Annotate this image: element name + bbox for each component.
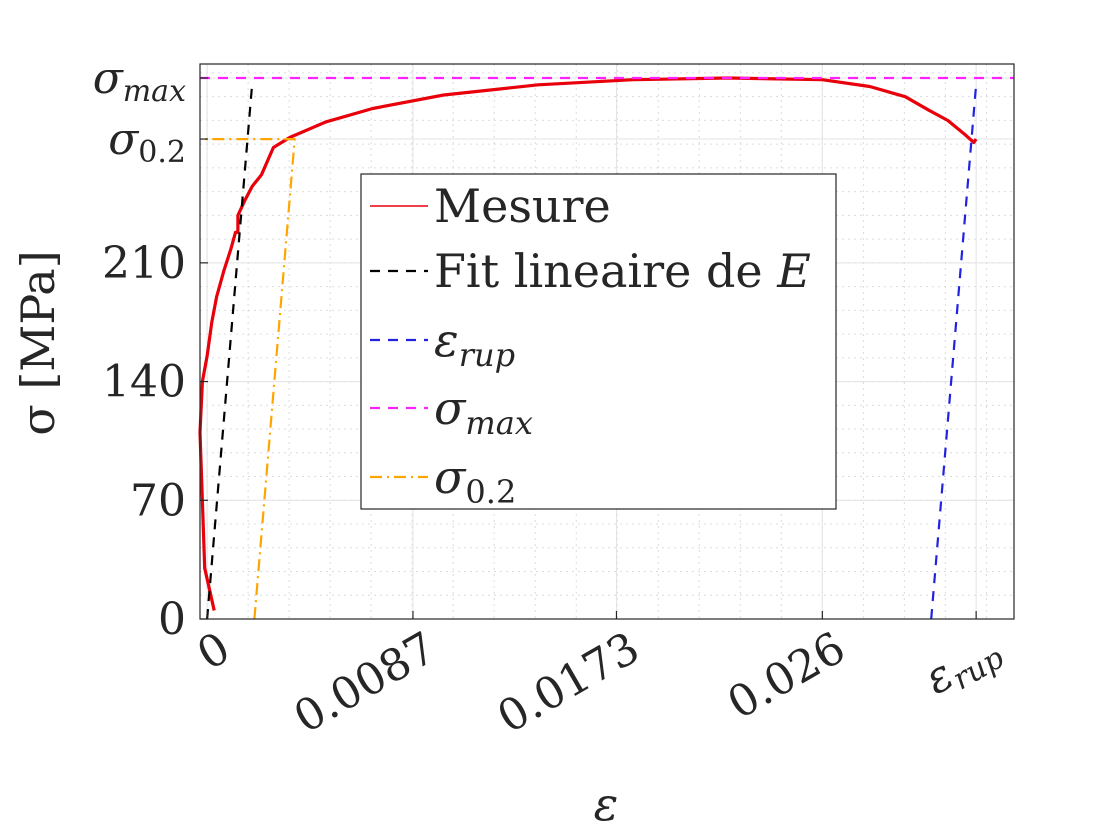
y-tick-label: 70 bbox=[130, 475, 186, 526]
legend-label-4: σ0.2 bbox=[434, 450, 516, 511]
plot-area-frame bbox=[199, 63, 1015, 620]
y-tick-label: σmax bbox=[93, 53, 186, 109]
series-line-4 bbox=[200, 138, 296, 620]
legend: Mesure Fit lineaire de E εrup σmax σ0.2 bbox=[360, 173, 837, 511]
legend-label-3: σmax bbox=[434, 381, 533, 442]
series-layer bbox=[198, 76, 1014, 620]
tick-marks bbox=[200, 77, 977, 620]
legend-label-1: Fit lineaire de E bbox=[434, 244, 811, 298]
y-tick-label: 140 bbox=[102, 357, 186, 408]
y-axis-label: σ [MPa] bbox=[11, 250, 65, 435]
legend-label-2: εrup bbox=[434, 313, 515, 374]
legend-label-0: Mesure bbox=[434, 179, 611, 233]
y-tick-label: 0 bbox=[158, 594, 186, 645]
x-axis-label: ε bbox=[594, 777, 619, 831]
series-line-0 bbox=[198, 76, 978, 611]
legend-box bbox=[360, 173, 837, 510]
y-tick-label: σ0.2 bbox=[108, 114, 186, 170]
y-tick-label: 210 bbox=[102, 238, 186, 289]
